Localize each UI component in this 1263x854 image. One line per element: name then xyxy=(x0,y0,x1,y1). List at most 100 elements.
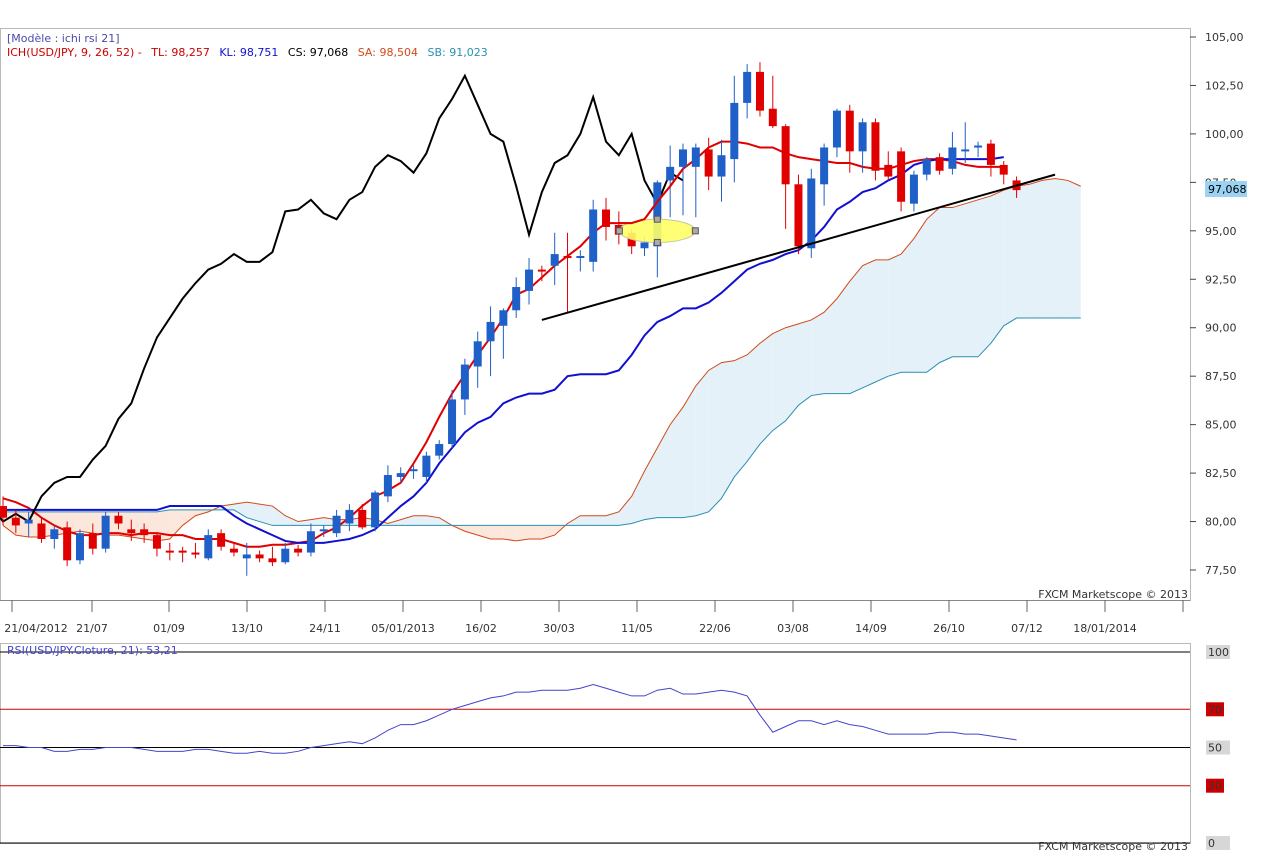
cloud-segment xyxy=(759,333,773,445)
candle xyxy=(922,157,931,181)
cloud-segment xyxy=(952,203,966,357)
candle-body xyxy=(152,535,161,549)
support-trendline xyxy=(541,173,1056,321)
cloud-segment xyxy=(298,519,311,526)
time-axis: 21/04/2012 21/07 01/09 13/10 24/11 05/01/2013… xyxy=(0,600,1190,635)
cloud-segment xyxy=(734,354,748,477)
candle-body xyxy=(563,256,572,259)
ellipse-handle xyxy=(615,227,623,235)
candle xyxy=(127,519,136,541)
candle xyxy=(306,523,315,557)
candle xyxy=(525,257,534,305)
candle xyxy=(140,523,149,543)
cloud-segment xyxy=(785,323,799,421)
watermark-price: FXCM Marketscope © 2013 xyxy=(1038,588,1188,601)
candle-body xyxy=(666,166,675,181)
rsi-tick-badge xyxy=(1206,740,1230,755)
candle xyxy=(473,331,482,388)
candle xyxy=(794,174,803,255)
candle-body xyxy=(371,492,380,528)
candle xyxy=(88,523,97,555)
model-label: [Modèle : ichi rsi 21] xyxy=(7,32,120,45)
time-tick-label: 14/09 xyxy=(855,622,887,635)
candle xyxy=(499,308,508,359)
kijun-sen-line xyxy=(3,156,1004,544)
candles xyxy=(0,62,1021,576)
candle-body xyxy=(294,548,303,553)
candle-body xyxy=(460,364,469,400)
senkou-span-b-line xyxy=(3,317,1081,526)
cloud-segment xyxy=(516,525,530,541)
candle xyxy=(152,533,161,557)
candle-body xyxy=(101,515,110,549)
candle-body xyxy=(935,157,944,171)
candle xyxy=(768,75,777,129)
candle xyxy=(512,277,521,319)
cloud-segment xyxy=(529,525,542,539)
candle-body xyxy=(832,110,841,148)
cloud-segment xyxy=(182,509,196,526)
cloud-segment xyxy=(464,525,478,536)
cloud-segment xyxy=(836,281,850,394)
price-tick-label: 100,00 xyxy=(1205,128,1244,141)
time-tick-label: 18/01/2014 xyxy=(1073,622,1136,635)
cloud-segment xyxy=(939,207,953,363)
drawings xyxy=(541,168,1056,321)
time-tick-label: 16/02 xyxy=(465,622,497,635)
candle xyxy=(242,542,251,576)
candle xyxy=(897,147,906,212)
cloud-segment xyxy=(913,219,927,373)
candle xyxy=(884,151,893,181)
candle xyxy=(820,143,829,206)
candle-body xyxy=(768,108,777,127)
candle-body xyxy=(319,529,328,532)
cloud-segment xyxy=(862,259,876,388)
candle-body xyxy=(229,548,238,553)
candle-body xyxy=(512,287,521,311)
cloud-segment xyxy=(849,265,863,394)
candle-body xyxy=(871,122,880,171)
candle-body xyxy=(191,552,200,555)
cloud-segment xyxy=(618,496,632,526)
cloud-segment xyxy=(79,511,93,534)
candle-body xyxy=(897,151,906,202)
cloud-segment xyxy=(670,407,683,518)
time-tick-label: 21/04/2012 xyxy=(4,622,67,635)
candle xyxy=(537,265,546,282)
candle xyxy=(0,496,7,526)
candle-body xyxy=(242,554,251,559)
candle xyxy=(448,389,457,448)
last-price-badge xyxy=(1205,181,1247,197)
candle-body xyxy=(704,149,713,177)
candle-body xyxy=(691,147,700,167)
candle xyxy=(332,509,341,538)
legend-kijun: KL: 98,751 xyxy=(219,46,278,59)
candle-body xyxy=(653,182,662,247)
cloud-segment xyxy=(978,195,991,357)
candle xyxy=(961,122,970,163)
candle-body xyxy=(525,269,534,291)
candle-body xyxy=(345,509,354,524)
candle xyxy=(11,509,20,534)
cloud-segment xyxy=(503,525,517,541)
legend-tenkan: TL: 98,257 xyxy=(150,46,210,59)
ellipse-handle xyxy=(653,238,661,246)
candle-body xyxy=(948,147,957,169)
candle xyxy=(743,64,752,119)
time-tick-label: 07/12 xyxy=(1011,622,1043,635)
cloud-segment xyxy=(901,238,914,373)
candle xyxy=(999,161,1008,185)
candle xyxy=(75,529,84,565)
candle xyxy=(268,546,277,567)
candle xyxy=(114,511,123,530)
legend-line: ICH(USD/JPY, 9, 26, 52) - TL: 98,257 KL:… xyxy=(7,46,488,59)
candle xyxy=(396,467,405,483)
time-tick-label: 05/01/2013 xyxy=(371,622,434,635)
last-price-label: 97,068 xyxy=(1208,183,1247,196)
rsi-tick-badge xyxy=(1206,645,1230,659)
candle xyxy=(50,525,59,549)
candle xyxy=(24,511,33,538)
rsi-tick-label: 0 xyxy=(1208,837,1215,850)
rsi-series-line xyxy=(3,683,1017,754)
candle xyxy=(435,440,444,460)
